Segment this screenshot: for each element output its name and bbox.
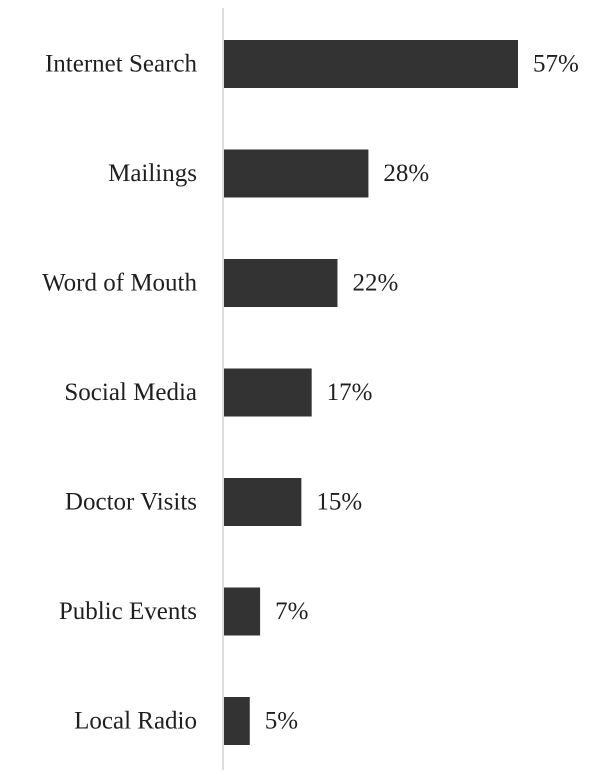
value-label: 57%: [533, 51, 579, 78]
value-label: 7%: [275, 598, 308, 625]
category-label: Public Events: [59, 598, 197, 625]
value-label: 22%: [352, 270, 398, 297]
bar-doctor-visits: [224, 478, 302, 526]
bar-public-events: [224, 587, 261, 636]
category-label: Local Radio: [74, 708, 197, 735]
bar-local-radio: [224, 697, 250, 745]
value-label: 28%: [383, 160, 429, 187]
bar-mailings: [224, 149, 369, 198]
category-label: Social Media: [64, 379, 197, 406]
value-label: 15%: [316, 489, 362, 516]
value-label: 5%: [265, 708, 298, 735]
bar-word-of-mouth: [224, 259, 338, 307]
category-label: Doctor Visits: [65, 489, 197, 516]
category-label: Mailings: [108, 160, 197, 187]
bars-group: [224, 40, 518, 745]
bar-internet-search: [224, 40, 518, 88]
labels-group: Internet Search 57% Mailings 28% Word of Mou…: [42, 51, 579, 735]
category-label: Internet Search: [45, 51, 198, 78]
value-label: 17%: [327, 379, 373, 406]
bar-social-media: [224, 368, 312, 417]
category-label: Word of Mouth: [42, 270, 197, 297]
